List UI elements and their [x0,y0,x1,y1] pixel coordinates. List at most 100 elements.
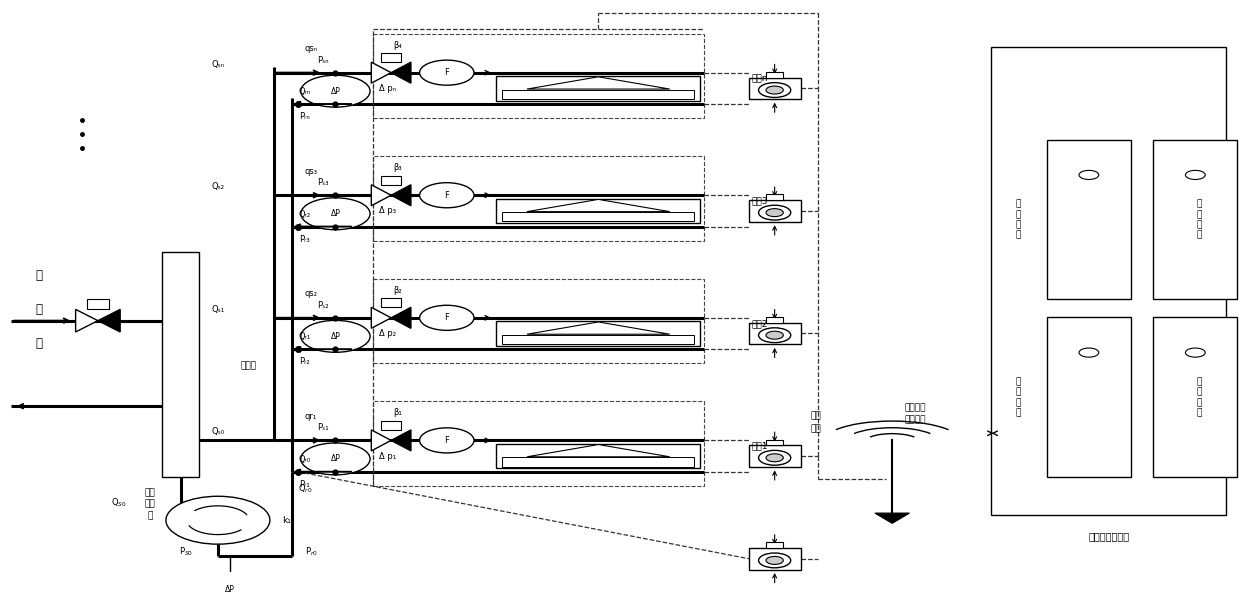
Text: F: F [444,313,449,322]
Bar [381,298,401,307]
Text: Δ p₃: Δ p₃ [379,207,396,215]
Text: Pᵣₙ: Pᵣₙ [300,112,310,121]
Circle shape [759,205,791,220]
Circle shape [766,331,784,339]
Text: 数据传输: 数据传输 [904,403,926,412]
Bar [87,299,109,310]
Bar [1153,140,1238,300]
Text: 用扷2: 用扷2 [751,319,768,328]
Circle shape [1185,170,1205,179]
Circle shape [759,451,791,465]
Text: 数
据
处
理: 数 据 处 理 [1197,200,1202,240]
Bar [502,212,694,221]
Text: F: F [444,68,449,77]
Bar [496,76,701,101]
Bar [1047,317,1131,477]
Polygon shape [76,310,98,332]
Bar [502,457,694,466]
Bar [749,200,801,222]
Text: Pₛ₃: Pₛ₃ [317,178,329,187]
Bar [766,317,784,323]
Polygon shape [391,62,410,83]
Text: 换热器: 换热器 [241,362,257,371]
Text: Pₛₙ: Pₛₙ [317,56,329,65]
Text: Qₛ₁: Qₛ₁ [211,305,224,314]
Circle shape [759,328,791,343]
Text: ΔP: ΔP [226,585,236,592]
Text: Qₛ₀: Qₛ₀ [211,427,224,436]
Text: 系
统
仿
真: 系 统 仿 真 [1016,377,1021,417]
Text: 次: 次 [35,303,42,316]
Text: Δ p₁: Δ p₁ [379,452,396,461]
Text: Pₛ₁: Pₛ₁ [317,423,329,432]
Text: Pᵣ₃: Pᵣ₃ [300,234,310,244]
Text: β₄: β₄ [393,41,402,50]
Bar [381,53,401,62]
Bar [766,194,784,200]
Text: Δ p₂: Δ p₂ [379,329,396,338]
Bar [749,548,801,570]
Text: qsₙ: qsₙ [304,44,317,53]
Text: ΔP: ΔP [331,332,340,341]
Text: Qᵣₙ: Qᵣₙ [299,87,310,96]
Polygon shape [371,62,391,83]
Bar [502,334,694,344]
Circle shape [419,428,474,453]
Text: 策
略
生
成: 策 略 生 成 [1197,377,1202,417]
Text: Qᵣ₂: Qᵣ₂ [299,210,310,218]
Text: Pᵣ₁: Pᵣ₁ [300,480,310,489]
Bar [1153,317,1238,477]
Bar [372,401,704,486]
Circle shape [419,183,474,208]
Text: 一: 一 [35,269,42,282]
Text: P$_{r0}$: P$_{r0}$ [305,545,317,558]
Text: ΔP: ΔP [331,455,340,464]
Text: Q$_{r0}$: Q$_{r0}$ [299,482,312,495]
Bar [502,89,694,99]
Text: Qₛ₂: Qₛ₂ [211,182,224,191]
Bar [372,279,704,363]
Circle shape [301,75,370,107]
Text: 网络: 网络 [810,424,821,433]
Text: β₃: β₃ [393,163,402,172]
Circle shape [759,83,791,98]
Bar [749,323,801,345]
Text: 侧: 侧 [35,337,42,350]
Text: qr₁: qr₁ [305,412,316,421]
Bar [372,156,704,241]
Polygon shape [527,322,670,334]
Polygon shape [527,77,670,89]
Text: k₁: k₁ [283,516,291,525]
Text: 策略下发: 策略下发 [904,416,926,424]
Bar [496,444,701,468]
Text: Δ pₙ: Δ pₙ [379,84,396,93]
Text: F: F [444,191,449,200]
Bar [372,34,704,118]
Text: ΔP: ΔP [331,209,340,218]
Circle shape [200,575,262,592]
Circle shape [766,86,784,94]
Circle shape [419,305,474,330]
Polygon shape [371,185,391,206]
Polygon shape [875,513,909,523]
Polygon shape [371,430,391,451]
Text: β₁: β₁ [393,408,402,417]
Text: Qᵣ₁: Qᵣ₁ [299,332,310,341]
Text: 循环: 循环 [145,500,155,509]
Bar [766,542,784,548]
Text: P$_{S0}$: P$_{S0}$ [179,545,193,558]
Circle shape [166,496,270,544]
Circle shape [301,198,370,230]
Text: Q$_{S0}$: Q$_{S0}$ [112,497,126,509]
Bar [1047,140,1131,300]
Polygon shape [391,185,410,206]
Bar [749,445,801,467]
Bar [766,439,784,445]
Text: ΔP: ΔP [331,86,340,96]
Polygon shape [527,200,670,212]
Text: 用户n: 用户n [751,74,768,83]
Bar [749,78,801,99]
Text: 用扷1: 用扷1 [751,442,768,451]
Polygon shape [371,307,391,329]
Circle shape [1185,348,1205,357]
